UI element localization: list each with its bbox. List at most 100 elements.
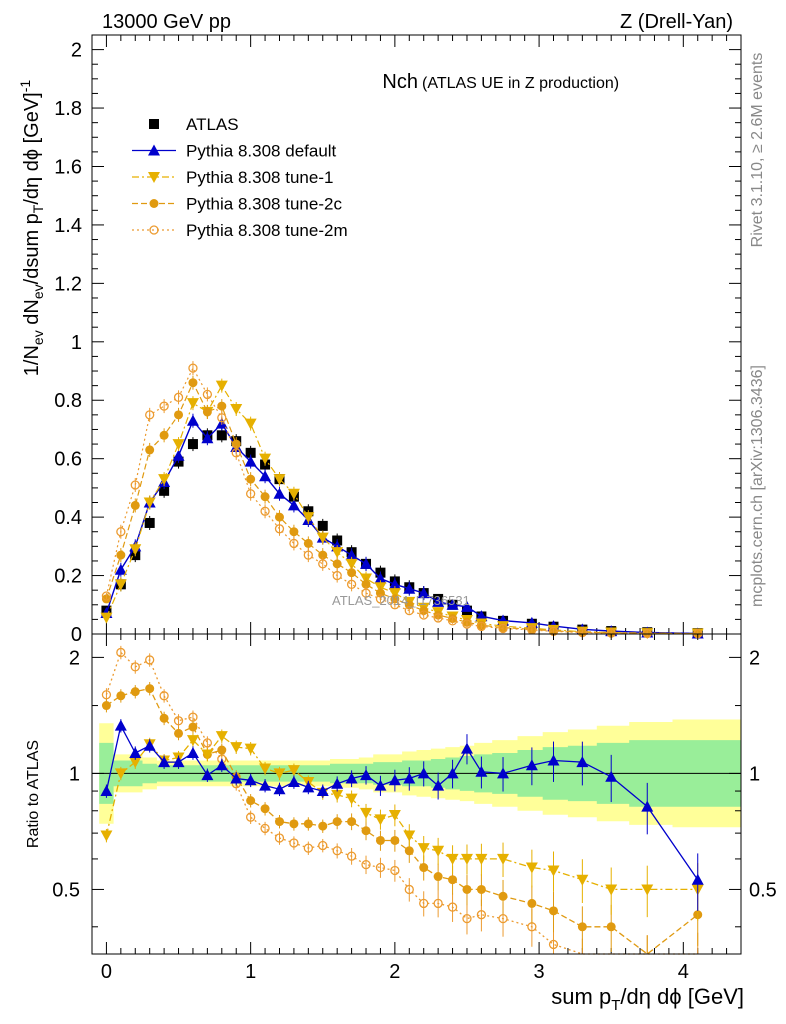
ratio-line bbox=[105, 651, 698, 955]
ratio-point bbox=[101, 690, 112, 700]
data-point bbox=[388, 588, 401, 600]
data-point bbox=[100, 612, 113, 624]
y-tick-label: 1 bbox=[71, 332, 82, 354]
data-point bbox=[447, 616, 458, 626]
ratio-point bbox=[345, 772, 358, 784]
data-point bbox=[244, 455, 257, 467]
y-tick-label: 0.8 bbox=[54, 390, 82, 412]
data-point bbox=[216, 430, 227, 441]
ratio-point bbox=[331, 777, 344, 789]
data-point bbox=[159, 485, 170, 496]
y-tick-label: 0.4 bbox=[54, 507, 82, 529]
ratio-y-tick-label-right: 0.5 bbox=[749, 879, 777, 901]
data-point bbox=[346, 579, 357, 589]
ratio-point bbox=[303, 843, 313, 853]
legend-marker bbox=[149, 119, 159, 129]
data-point bbox=[158, 474, 171, 486]
data-point bbox=[432, 595, 445, 607]
ratio-point bbox=[244, 774, 257, 786]
data-point bbox=[101, 591, 112, 601]
ratio-y-tick-label-right: 2 bbox=[749, 647, 760, 669]
ratio-point bbox=[361, 826, 371, 836]
ratio-point bbox=[403, 830, 416, 842]
ratio-point bbox=[547, 754, 560, 766]
data-point bbox=[186, 414, 199, 426]
data-point bbox=[245, 447, 256, 458]
x-tick-label: 0 bbox=[101, 961, 112, 983]
data-point bbox=[244, 418, 257, 430]
ratio-point bbox=[172, 756, 185, 768]
ratio-point bbox=[345, 793, 358, 805]
data-point bbox=[460, 600, 473, 612]
data-point bbox=[403, 582, 416, 594]
ratio-y-axis-label: Ratio to ATLAS bbox=[25, 740, 42, 848]
ratio-point bbox=[375, 862, 386, 873]
ratio-point bbox=[230, 772, 243, 784]
ratio-point bbox=[375, 835, 385, 845]
legend-marker bbox=[149, 199, 159, 208]
data-point bbox=[404, 605, 414, 616]
legend-marker bbox=[148, 172, 160, 183]
data-point bbox=[245, 489, 256, 499]
data-point bbox=[129, 544, 142, 556]
ratio-point bbox=[390, 865, 400, 876]
data-point bbox=[347, 568, 357, 578]
ratio-point bbox=[101, 701, 111, 711]
ratio-point bbox=[215, 731, 228, 743]
ratio-point bbox=[318, 821, 328, 831]
ratio-point bbox=[606, 922, 616, 932]
ratio-point bbox=[130, 662, 140, 672]
ratio-point bbox=[433, 872, 443, 882]
ratio-point bbox=[100, 785, 113, 797]
data-point bbox=[289, 527, 299, 537]
ratio-point bbox=[525, 759, 538, 771]
ratio-series-1 bbox=[100, 729, 704, 921]
data-point bbox=[114, 579, 127, 591]
data-point bbox=[303, 550, 313, 560]
ratio-point bbox=[287, 765, 300, 777]
data-point bbox=[231, 448, 241, 458]
data-point bbox=[287, 488, 300, 500]
data-point bbox=[172, 449, 185, 461]
ratio-point bbox=[174, 728, 184, 738]
header-left: 13000 GeV pp bbox=[102, 11, 231, 33]
ratio-point bbox=[446, 767, 459, 779]
data-point bbox=[116, 527, 126, 537]
data-point bbox=[417, 587, 430, 599]
data-point bbox=[462, 619, 472, 629]
data-point bbox=[287, 499, 300, 511]
data-point bbox=[289, 538, 299, 549]
ratio-point bbox=[100, 830, 113, 842]
ratio-point bbox=[476, 884, 486, 894]
data-point bbox=[230, 404, 243, 416]
y-tick-label: 0 bbox=[71, 624, 82, 646]
ratio-point bbox=[260, 804, 270, 814]
data-point bbox=[318, 550, 328, 560]
data-point bbox=[318, 559, 328, 569]
main-y-axis-label: 1/Nev dNev/dsum pT/dη dϕ [GeV]-1 bbox=[17, 80, 46, 377]
ratio-point bbox=[116, 647, 126, 658]
data-point bbox=[273, 487, 286, 499]
ratio-point bbox=[145, 684, 155, 694]
ratio-point bbox=[641, 884, 654, 896]
series-line bbox=[105, 366, 698, 635]
legend-marker bbox=[148, 144, 160, 156]
ratio-plot-area: 0.5 0.5 1 1 2 2 bbox=[52, 634, 777, 955]
legend: ATLAS Pythia 8.308 default Pythia 8.308 tu… bbox=[132, 115, 348, 240]
ratio-point bbox=[497, 853, 510, 865]
data-point bbox=[332, 559, 342, 569]
data-point bbox=[201, 432, 214, 444]
ratio-point bbox=[388, 810, 401, 822]
main-panel: 0 0.2 0.4 0.6 0.8 1 1.2 1.4 1.6 1.8 2 Nch (ATLAS U… bbox=[54, 34, 742, 646]
ratio-point bbox=[230, 742, 243, 754]
ratio-line bbox=[105, 735, 698, 891]
data-point bbox=[143, 497, 156, 509]
x-tick-label: 2 bbox=[389, 961, 400, 983]
ratio-point bbox=[173, 716, 184, 726]
ratio-point bbox=[186, 735, 199, 747]
rivet-label: Rivet 3.1.10, ≥ 2.6M events bbox=[749, 53, 766, 248]
series-line bbox=[105, 384, 698, 635]
ratio-point bbox=[260, 823, 270, 834]
data-point bbox=[345, 558, 358, 570]
ratio-y-tick-label-right: 1 bbox=[749, 763, 760, 785]
